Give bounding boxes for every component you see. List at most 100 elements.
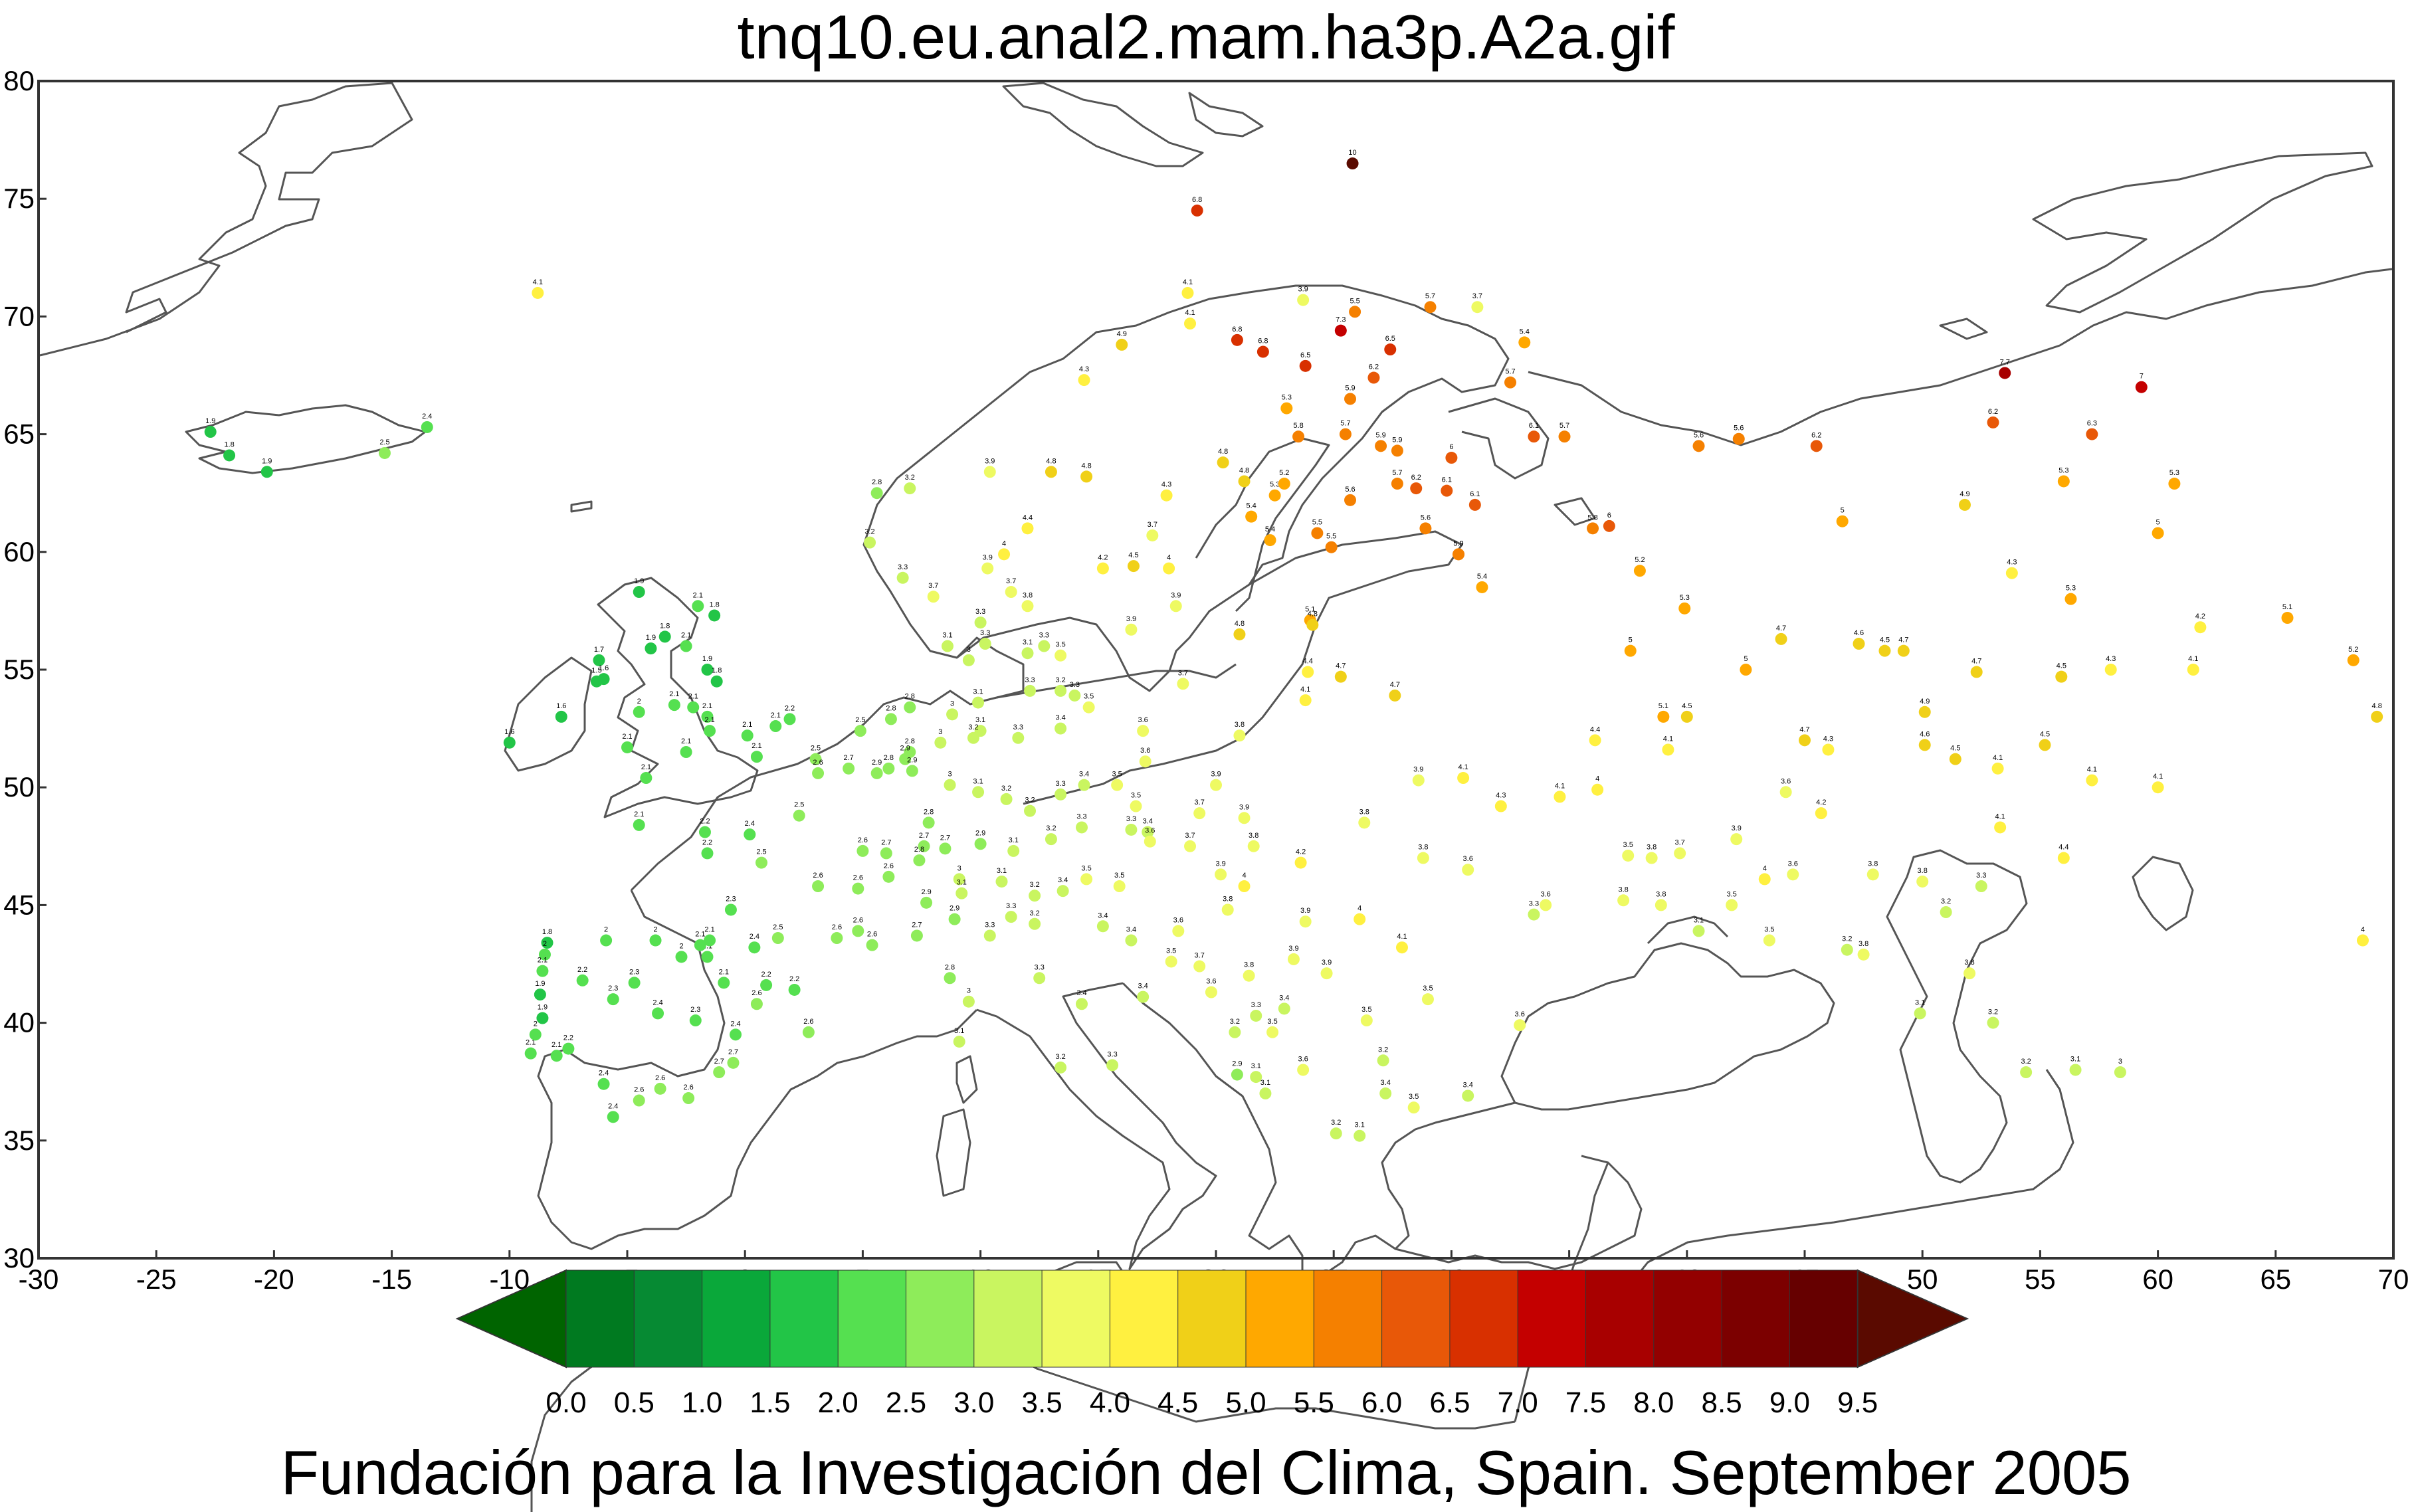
station-marker xyxy=(649,934,662,947)
colorbar-bin xyxy=(1449,1270,1519,1368)
station-value-label: 2.7 xyxy=(714,1058,724,1066)
station-marker xyxy=(658,630,671,643)
station-marker xyxy=(1184,318,1197,330)
great-britain-coastline xyxy=(597,577,759,818)
station-marker xyxy=(1836,515,1849,527)
station-value-label: 2.6 xyxy=(655,1074,665,1082)
station-marker xyxy=(550,1050,563,1062)
station-marker xyxy=(755,856,768,869)
station-marker xyxy=(2135,381,2148,393)
station-value-label: 2.4 xyxy=(745,820,755,828)
station-value-label: 3.5 xyxy=(1623,841,1633,849)
station-marker xyxy=(597,1078,610,1090)
station-marker xyxy=(2152,527,2164,539)
station-value-label: 2.9 xyxy=(950,905,959,913)
station-marker xyxy=(1144,835,1156,848)
station-marker xyxy=(1554,791,1566,803)
station-value-label: 2.6 xyxy=(853,874,863,882)
station-value-label: 4.8 xyxy=(2372,702,2382,710)
station-value-label: 3.3 xyxy=(1013,723,1023,731)
station-value-label: 3.7 xyxy=(1178,669,1188,677)
station-marker xyxy=(1779,786,1792,799)
station-value-label: 3 xyxy=(938,728,942,736)
station-marker xyxy=(1726,899,1738,911)
station-value-label: 2.6 xyxy=(752,989,761,997)
station-value-label: 3.9 xyxy=(1298,286,1308,294)
station-marker xyxy=(1853,638,1865,650)
station-marker xyxy=(920,896,933,909)
station-value-label: 1.9 xyxy=(262,457,272,465)
station-value-label: 3.6 xyxy=(1541,890,1551,898)
station-marker xyxy=(1299,915,1312,928)
colorbar-bin xyxy=(1313,1270,1383,1368)
station-value-label: 5.3 xyxy=(2066,585,2076,593)
station-marker xyxy=(812,767,825,779)
station-marker xyxy=(704,934,716,947)
station-value-label: 4.1 xyxy=(1185,309,1195,317)
station-marker xyxy=(2371,710,2383,723)
station-marker xyxy=(880,847,892,860)
station-value-label: 2.7 xyxy=(881,838,891,846)
colorbar-bin xyxy=(702,1270,771,1368)
station-value-label: 5.9 xyxy=(1392,436,1402,444)
x-tick-label: 50 xyxy=(1907,1264,1938,1295)
station-marker xyxy=(843,762,855,775)
station-marker xyxy=(1029,890,1041,902)
station-marker xyxy=(2057,475,2070,488)
continental-europe-north-coast xyxy=(630,636,1025,892)
colorbar-over-arrow xyxy=(1857,1269,1969,1369)
station-value-label: 4.3 xyxy=(2007,559,2017,567)
station-marker xyxy=(1358,816,1371,829)
station-value-label: 2.8 xyxy=(924,808,934,816)
station-value-label: 2.5 xyxy=(855,716,865,724)
station-marker xyxy=(953,1035,965,1048)
russia-arctic-coast xyxy=(1528,268,2393,446)
station-marker xyxy=(1662,743,1674,756)
station-value-label: 3.2 xyxy=(1230,1018,1240,1026)
station-value-label: 2.2 xyxy=(700,818,710,826)
station-value-label: 2.8 xyxy=(914,846,924,854)
station-value-label: 2.5 xyxy=(773,923,783,931)
station-marker xyxy=(1146,529,1159,541)
colorbar-label: 8.5 xyxy=(1702,1386,1742,1419)
station-marker xyxy=(1266,1026,1279,1038)
station-value-label: 5 xyxy=(1629,636,1633,644)
station-value-label: 3.3 xyxy=(985,921,995,929)
black-sea xyxy=(1500,942,1835,1111)
station-marker xyxy=(1142,826,1154,838)
station-marker xyxy=(1125,823,1138,836)
station-marker xyxy=(1021,647,1034,660)
station-value-label: 3.7 xyxy=(1195,952,1205,960)
station-value-label: 5.8 xyxy=(1293,422,1303,430)
station-value-label: 4.5 xyxy=(1950,745,1960,753)
station-marker xyxy=(1970,666,1983,678)
station-marker xyxy=(2281,612,2294,624)
station-marker xyxy=(1243,969,1255,982)
station-marker xyxy=(1055,684,1067,697)
station-value-label: 2.3 xyxy=(690,1006,700,1014)
station-marker xyxy=(896,571,909,584)
colorbar-bin xyxy=(973,1270,1043,1368)
station-value-label: 6.5 xyxy=(1300,351,1310,359)
station-value-label: 4.3 xyxy=(1823,735,1833,743)
station-value-label: 2.1 xyxy=(622,733,632,741)
station-value-label: 2.7 xyxy=(728,1048,738,1056)
station-marker xyxy=(955,887,968,899)
station-value-label: 2.2 xyxy=(563,1034,573,1042)
station-marker xyxy=(1078,779,1090,791)
station-marker xyxy=(593,654,605,666)
station-marker xyxy=(534,989,546,1001)
station-value-label: 6.1 xyxy=(1442,476,1452,484)
station-value-label: 4 xyxy=(1167,554,1171,562)
station-marker xyxy=(1354,1129,1366,1142)
station-value-label: 5.3 xyxy=(2059,466,2068,474)
station-marker xyxy=(750,998,763,1010)
station-marker xyxy=(962,654,975,666)
station-marker xyxy=(946,708,959,721)
station-value-label: 2.9 xyxy=(900,745,910,753)
station-marker xyxy=(1587,522,1599,535)
station-value-label: 3.1 xyxy=(954,1027,964,1035)
station-marker xyxy=(640,772,653,785)
station-marker xyxy=(1504,376,1516,389)
station-value-label: 4.5 xyxy=(1128,551,1138,559)
